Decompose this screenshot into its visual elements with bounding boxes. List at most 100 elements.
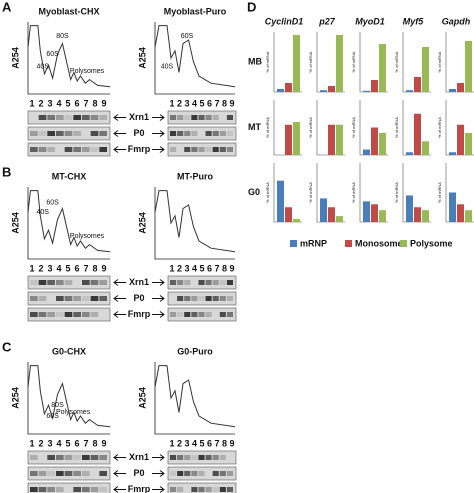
peak-label: 80S xyxy=(51,402,64,409)
band xyxy=(219,312,226,317)
band xyxy=(64,115,73,120)
band xyxy=(73,147,81,152)
band xyxy=(191,455,198,460)
lane-number: 2 xyxy=(177,438,182,448)
y-label: % of mRNA xyxy=(351,182,356,203)
lane-number: 7 xyxy=(83,263,88,273)
band xyxy=(212,487,219,492)
lane-number: 8 xyxy=(92,98,97,108)
y-label: % of mRNA xyxy=(351,117,356,138)
axis xyxy=(316,100,345,156)
profile-title: MT-Puro xyxy=(177,171,213,181)
band xyxy=(198,280,205,285)
axis xyxy=(359,100,388,156)
band xyxy=(191,115,198,120)
band xyxy=(56,455,64,460)
band xyxy=(64,471,73,476)
band xyxy=(30,296,38,301)
bar xyxy=(422,141,429,155)
lane-number: 1 xyxy=(29,438,34,448)
y-label: A254 xyxy=(137,212,147,234)
lane-number: 4 xyxy=(192,263,197,273)
band xyxy=(205,487,212,492)
band xyxy=(64,280,73,285)
bar xyxy=(465,41,472,92)
band xyxy=(219,280,226,285)
y-label: A254 xyxy=(10,387,20,409)
band xyxy=(205,312,212,317)
lane-number: 9 xyxy=(101,263,106,273)
lane-number: 4 xyxy=(192,98,197,108)
profile-trace xyxy=(154,190,236,253)
lane-number: 6 xyxy=(207,438,212,448)
band xyxy=(73,487,81,492)
lane-number: 6 xyxy=(74,438,79,448)
label-bg xyxy=(126,111,152,124)
lane-number: 5 xyxy=(65,263,70,273)
band xyxy=(177,312,184,317)
band xyxy=(47,455,55,460)
lane-number: 5 xyxy=(199,438,204,448)
band xyxy=(56,280,64,285)
gene-label: Myf5 xyxy=(403,16,424,26)
profile-title: MT-CHX xyxy=(52,171,87,181)
band xyxy=(219,147,226,152)
band xyxy=(90,455,99,460)
band xyxy=(99,296,107,301)
gene-label: p27 xyxy=(318,16,336,26)
band xyxy=(99,131,107,136)
lane-number: 6 xyxy=(74,263,79,273)
peak-label: 60S xyxy=(46,413,59,420)
row-label: MT xyxy=(248,122,261,132)
band xyxy=(219,471,226,476)
lane-number: 9 xyxy=(101,98,106,108)
band xyxy=(90,296,99,301)
band xyxy=(38,312,47,317)
y-label: % of mRNA xyxy=(265,182,270,203)
lane-number: 2 xyxy=(38,263,43,273)
lane-number: 6 xyxy=(207,98,212,108)
y-label: A254 xyxy=(10,212,20,234)
lane-number: 8 xyxy=(92,438,97,448)
y-label: % of mRNA xyxy=(437,117,442,138)
lane-number: 9 xyxy=(229,263,234,273)
y-label: % of mRNA xyxy=(437,51,442,72)
band xyxy=(38,115,47,120)
band xyxy=(191,487,198,492)
bar xyxy=(285,124,292,155)
lane-number: 1 xyxy=(29,98,34,108)
axis xyxy=(445,100,474,156)
axis xyxy=(316,163,345,223)
band xyxy=(184,147,191,152)
lane-number: 3 xyxy=(47,263,52,273)
protein-label: P0 xyxy=(133,468,144,478)
lane-number: 8 xyxy=(222,438,227,448)
band xyxy=(198,115,205,120)
axis xyxy=(27,22,110,95)
bar xyxy=(379,133,386,155)
band xyxy=(90,115,99,120)
band xyxy=(47,487,55,492)
band xyxy=(184,115,191,120)
band xyxy=(38,147,47,152)
band xyxy=(64,147,73,152)
band xyxy=(47,147,55,152)
band xyxy=(191,312,198,317)
band xyxy=(30,471,38,476)
band xyxy=(198,487,205,492)
bar xyxy=(457,204,464,222)
band xyxy=(212,147,219,152)
band xyxy=(170,471,177,476)
profile-trace xyxy=(154,365,236,428)
band xyxy=(170,280,177,285)
bar xyxy=(363,149,370,155)
bar xyxy=(414,77,421,92)
band xyxy=(205,455,212,460)
band xyxy=(56,487,64,492)
band xyxy=(170,312,177,317)
lane-number: 4 xyxy=(192,438,197,448)
band xyxy=(177,115,184,120)
band xyxy=(99,115,107,120)
band xyxy=(177,280,184,285)
profile-trace xyxy=(27,365,111,428)
